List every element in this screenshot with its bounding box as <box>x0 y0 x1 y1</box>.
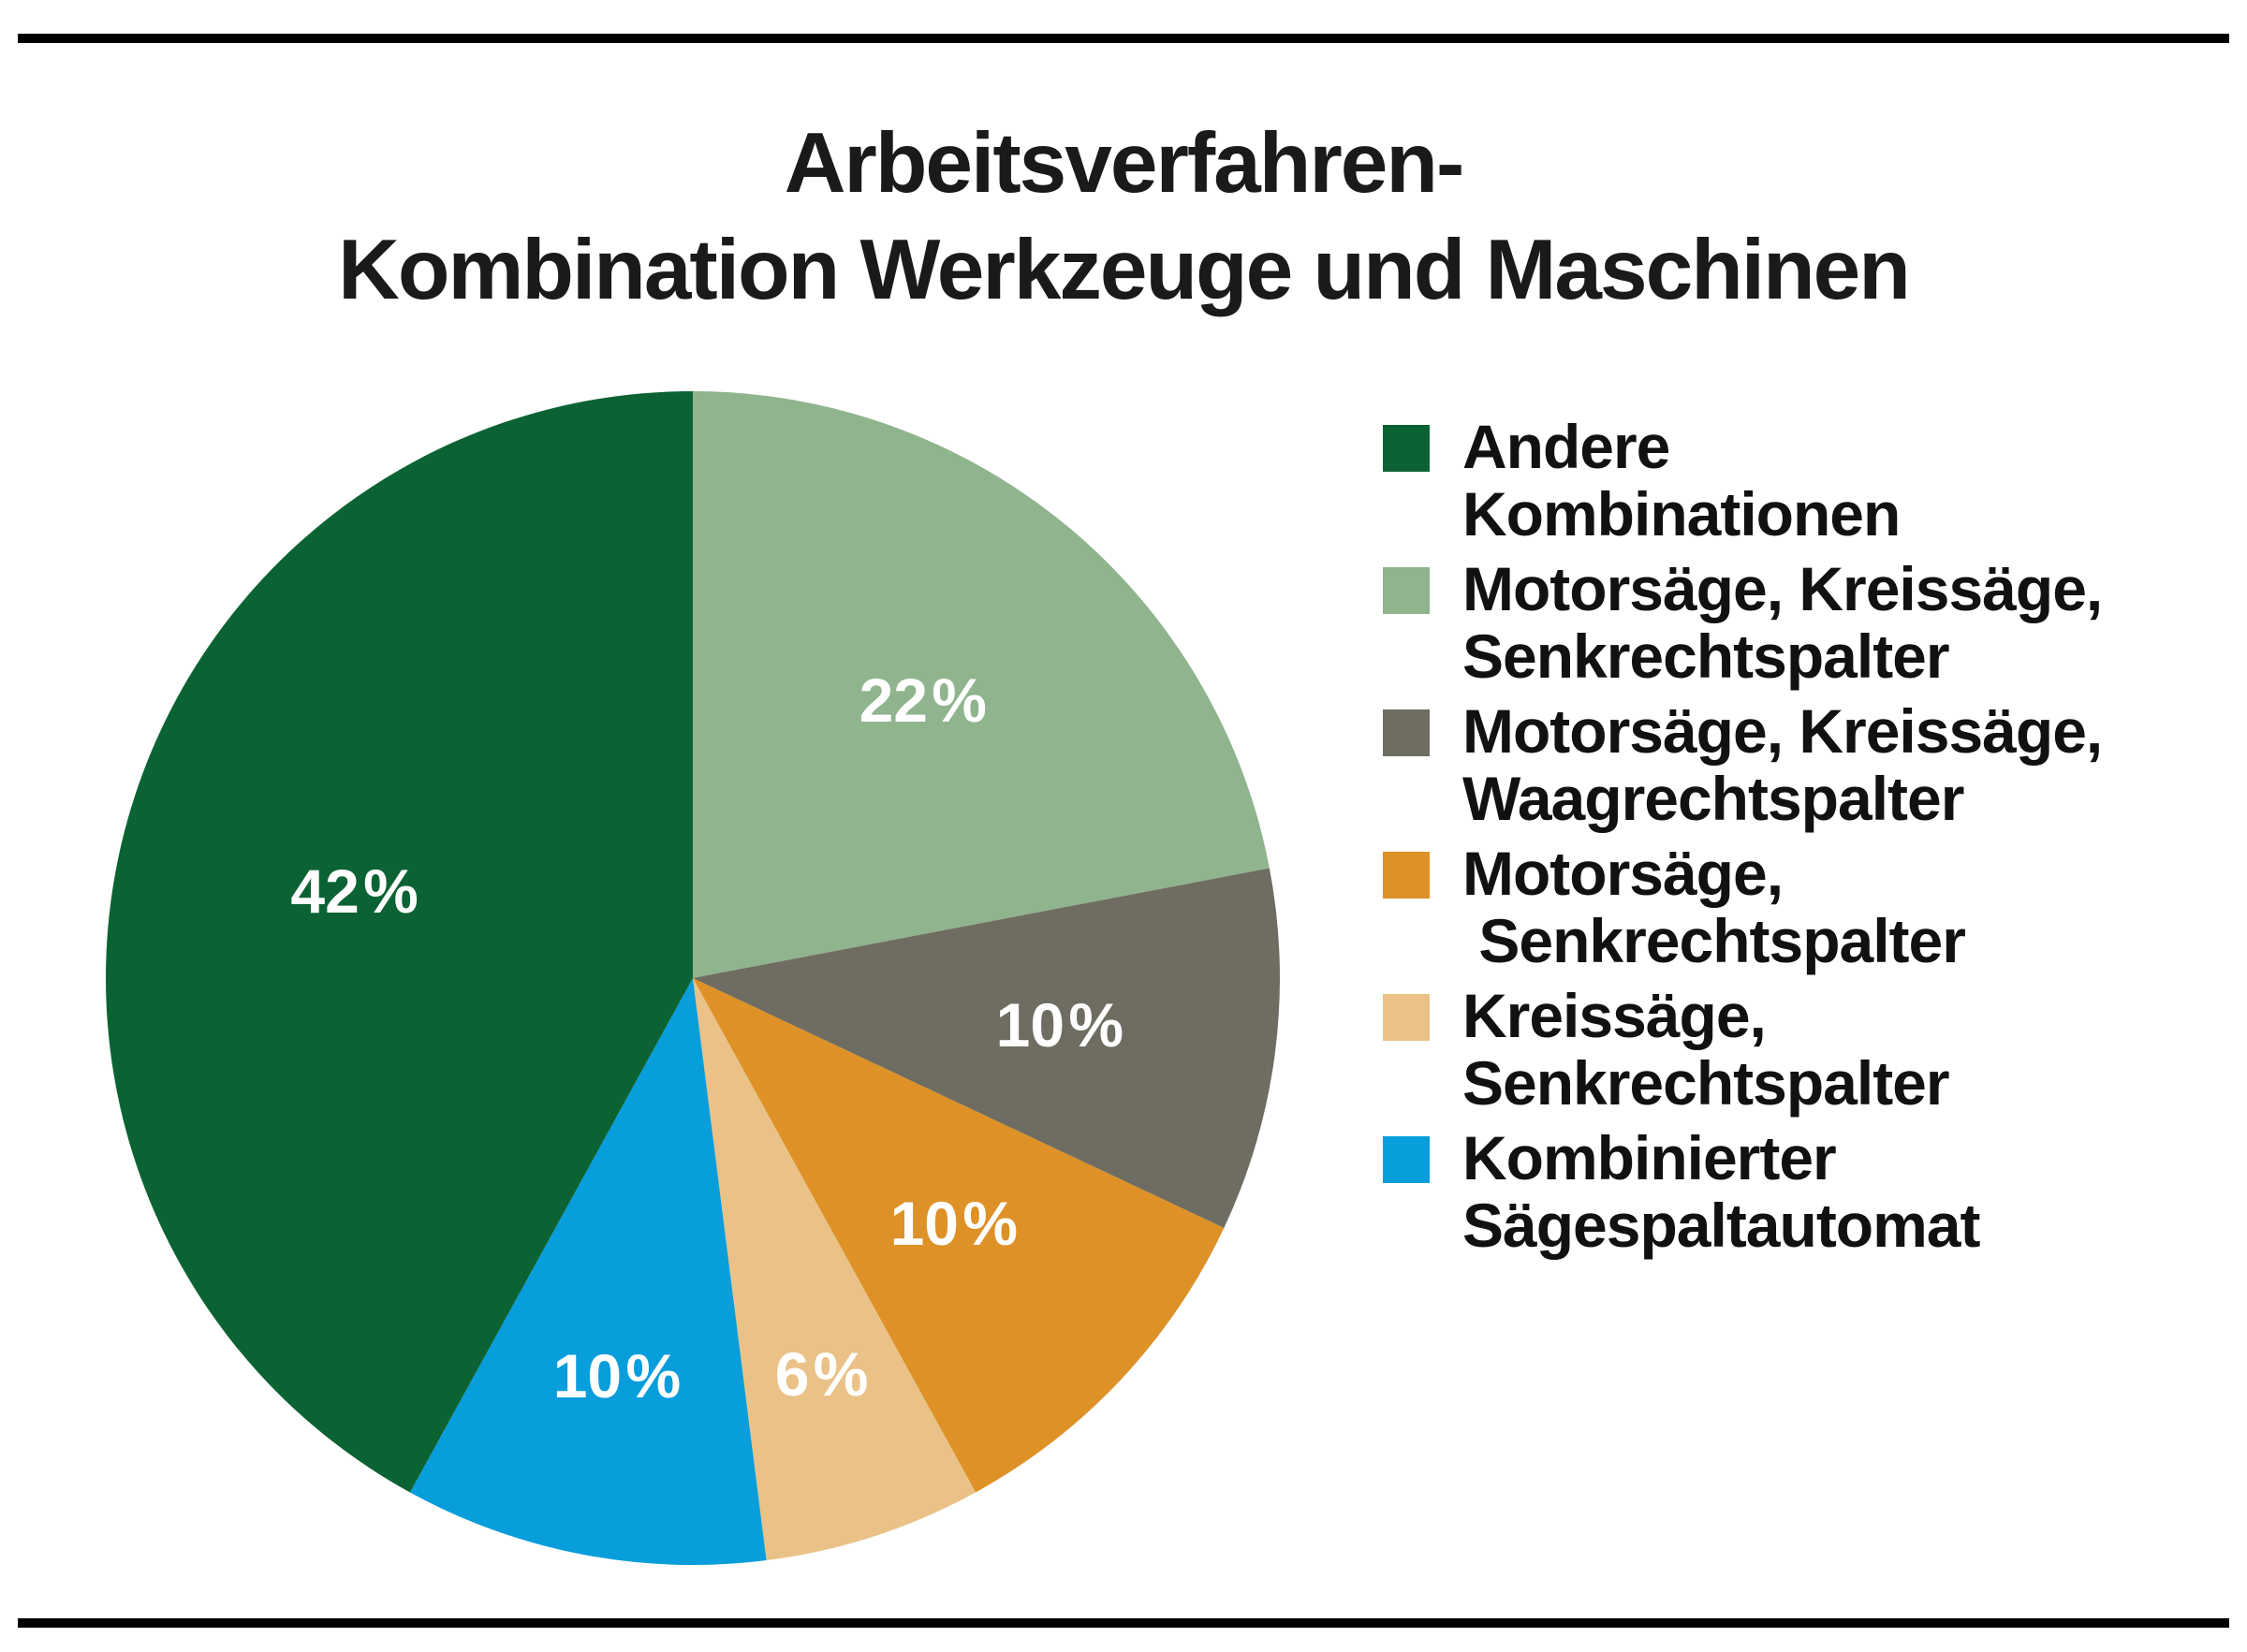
legend-item: Andere Kombinationen <box>1383 413 2102 548</box>
pie-slice-value: 42 % <box>290 856 419 927</box>
chart-title-line2: Kombination Werkzeuge und Maschinen <box>338 223 1911 317</box>
legend-label: Motorsäge, Kreissäge, Senkrechtspalter <box>1462 554 2103 691</box>
pie-chart <box>106 391 1280 1565</box>
top-rule <box>18 34 2229 43</box>
legend-swatch <box>1383 567 1430 614</box>
chart-title: Arbeitsverfahren- Kombination Werkzeuge … <box>0 110 2247 324</box>
pie-slice <box>693 868 1280 1228</box>
legend-swatch <box>1383 994 1430 1041</box>
pie-slice-value: 6 % <box>774 1339 869 1410</box>
legend-label: Kombinierter Sägespaltautomat <box>1462 1123 1980 1260</box>
legend-label: Motorsäge, Senkrechtspalter <box>1462 839 1966 975</box>
legend-item: Motorsäge, Kreissäge, Waagrechtspalter <box>1383 696 2103 833</box>
pie-slice-value: 22 % <box>859 665 987 735</box>
legend-label: Motorsäge, Kreissäge, Waagrechtspalter <box>1462 696 2103 833</box>
legend-item: Motorsäge, Senkrechtspalter <box>1383 840 2102 974</box>
pie-slice <box>693 391 1270 978</box>
chart-title-line1: Arbeitsverfahren- <box>784 116 1465 211</box>
legend-swatch <box>1383 709 1430 756</box>
legend-item: Kombinierter Sägespaltautomat <box>1383 1124 2102 1259</box>
pie-slice-value: 10 % <box>889 1188 1019 1258</box>
pie-slice <box>693 978 1225 1493</box>
legend-item: Motorsäge, Kreissäge, Senkrechtspalter <box>1383 554 2103 691</box>
pie-slice-value: 10 % <box>995 989 1124 1060</box>
legend: Andere Kombinationen Motorsäge, Kreissäge… <box>1383 413 2103 1259</box>
legend-label: Andere Kombinationen <box>1462 412 1901 548</box>
bottom-rule <box>18 1618 2229 1628</box>
legend-swatch <box>1383 425 1430 472</box>
legend-label: Kreissäge, Senkrechtspalter <box>1462 981 1950 1118</box>
legend-swatch <box>1383 852 1430 899</box>
legend-item: Kreissäge, Senkrechtspalter <box>1383 982 2102 1117</box>
pie-slice <box>693 978 977 1561</box>
pie-slice-value: 10 % <box>552 1340 682 1411</box>
pie-slice <box>409 978 767 1565</box>
legend-swatch <box>1383 1136 1430 1183</box>
pie-slice <box>106 391 694 1493</box>
